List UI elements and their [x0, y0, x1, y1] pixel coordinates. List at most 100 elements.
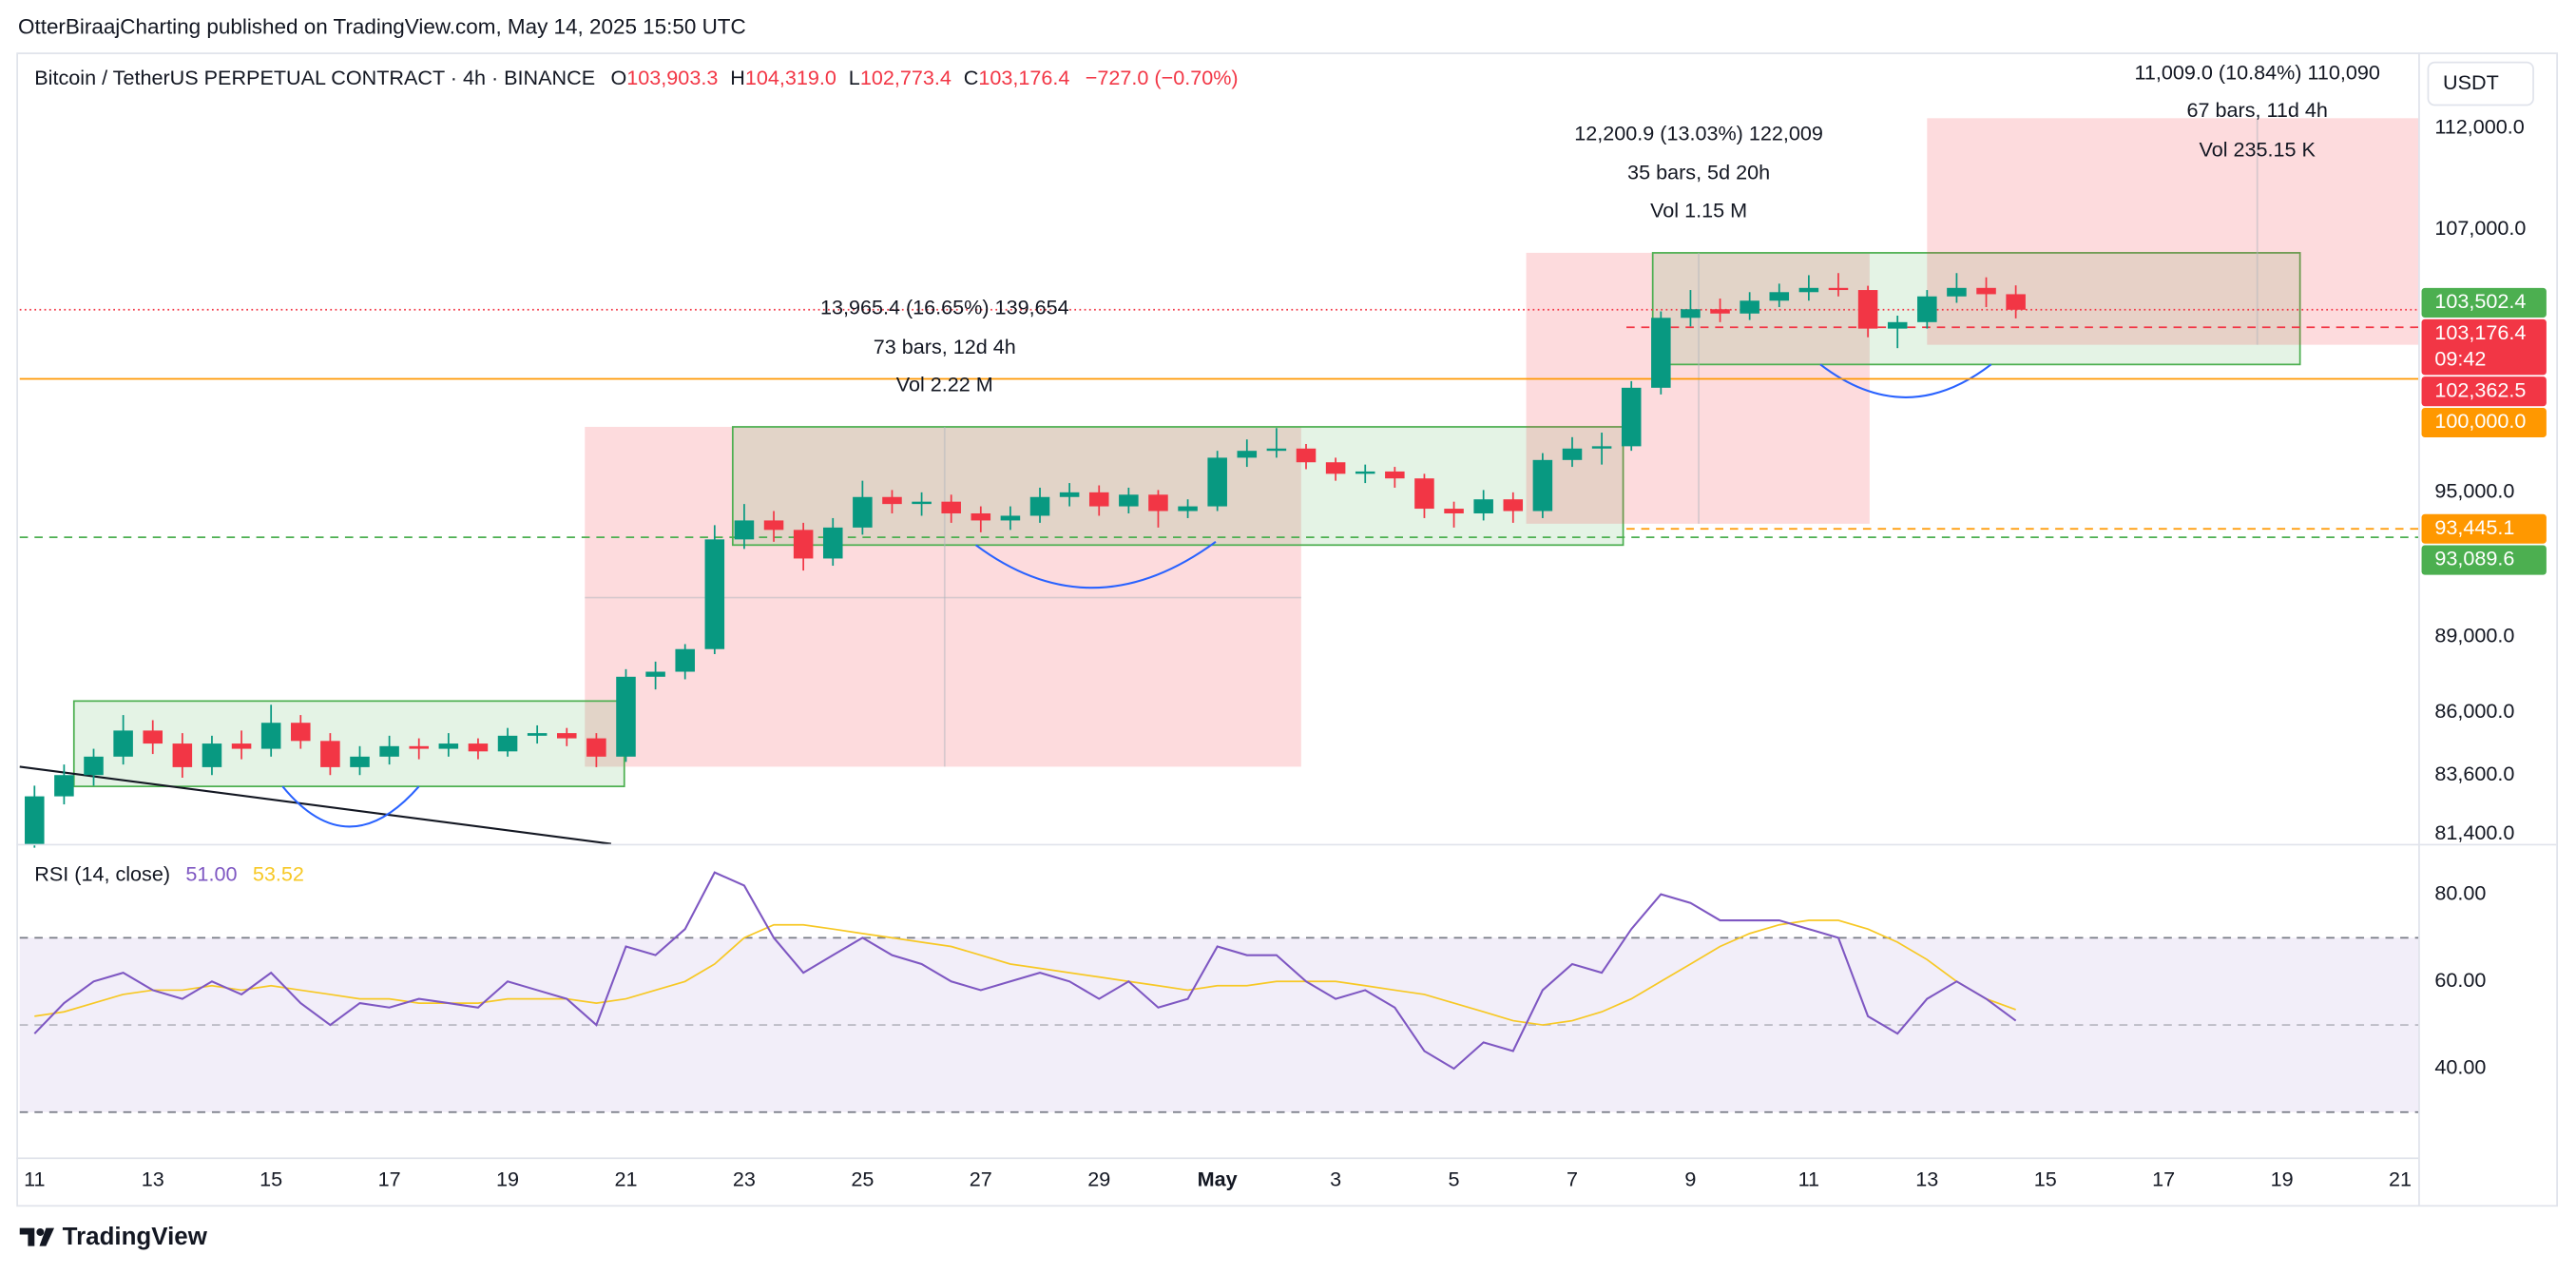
candle-body: [497, 735, 518, 752]
price-label: 103,176.4: [2434, 320, 2526, 344]
candle-body: [1710, 309, 1730, 314]
rsi-value: 51.00: [185, 861, 237, 885]
candle-body: [1857, 290, 1878, 329]
x-tick-label: 5: [1449, 1167, 1460, 1190]
x-tick-label: 27: [970, 1167, 992, 1190]
rsi-tick-label: 80.00: [2434, 880, 2486, 904]
candle-body: [84, 756, 104, 776]
candle-body: [54, 775, 74, 797]
candle-body: [1414, 478, 1434, 510]
currency[interactable]: USDT: [2443, 70, 2499, 94]
rsi-legend: RSI (14, close) 51.00 53.52: [34, 861, 304, 885]
brand-logo: [19, 1227, 35, 1246]
range-box: [72, 700, 625, 788]
price-label: 93,445.1: [2434, 515, 2514, 539]
measure-text: 67 bars, 11d 4h: [2186, 98, 2327, 122]
chart-frame: [16, 52, 2558, 1207]
candle-body: [1296, 448, 1317, 463]
legend-row: Bitcoin / TetherUS PERPETUAL CONTRACT · …: [34, 66, 1238, 89]
y-tick-label: 89,000.0: [2434, 623, 2514, 647]
x-tick-label: 23: [733, 1167, 756, 1190]
candle-body: [527, 733, 548, 736]
x-tick-label: 9: [1684, 1167, 1696, 1190]
countdown: 09:42: [2434, 347, 2486, 371]
ohlc-label: C: [964, 66, 979, 89]
price-label-box: [2421, 545, 2547, 575]
measure-text: 35 bars, 5d 20h: [1627, 161, 1770, 184]
price-lines: [19, 308, 2419, 538]
candle-body: [912, 501, 932, 505]
candle-body: [260, 723, 281, 749]
candle-body: [1119, 494, 1139, 507]
price-label-box: [2421, 407, 2547, 438]
brand-name: TradingView: [63, 1224, 208, 1250]
price-labels: 103,502.4 103,176.4 09:42 102,362.5 100,000.…: [2421, 287, 2547, 575]
x-tick-label: 15: [260, 1167, 282, 1190]
candle-body: [1088, 492, 1109, 507]
x-tick-label: May: [1198, 1167, 1238, 1190]
short-zone: [1927, 118, 2419, 345]
measure-text: 13,965.4 (16.65%) 139,654: [820, 295, 1069, 318]
candle-body: [675, 648, 695, 672]
measure-text: Vol 1.15 M: [1650, 198, 1747, 222]
ohlc-value: 102,773.4: [860, 66, 952, 89]
candles: [25, 273, 2026, 848]
price-label-box: [2421, 318, 2547, 376]
price-label: 93,089.6: [2434, 547, 2514, 570]
candle-body: [971, 512, 991, 521]
candle-body: [1798, 287, 1819, 293]
candle-body: [1769, 292, 1790, 301]
candle-body: [143, 730, 163, 744]
range-box: [731, 426, 1624, 547]
currency-button[interactable]: [2427, 61, 2534, 106]
x-tick-label: 11: [1798, 1167, 1819, 1190]
brand-logo: [36, 1227, 45, 1236]
candle-body: [1029, 496, 1050, 516]
candle-body: [734, 520, 755, 540]
x-tick-label: 3: [1330, 1167, 1341, 1190]
brand-logo: [39, 1227, 55, 1246]
candle-body: [202, 743, 222, 767]
candle-body: [853, 496, 873, 528]
change-value: −727.0 (−0.70%): [1086, 66, 1239, 89]
ohlc-value: 103,176.4: [978, 66, 1069, 89]
candle-body: [1976, 287, 1996, 295]
candle-body: [616, 676, 636, 757]
rsi-line: [33, 871, 2017, 1071]
measure-text: 12,200.9 (13.03%) 122,009: [1574, 121, 1823, 145]
candle-body: [822, 527, 843, 559]
candle-body: [2006, 294, 2026, 310]
candle-body: [25, 796, 45, 845]
candle-body: [320, 741, 340, 767]
candle-body: [1917, 296, 1937, 322]
x-tick-label: 13: [1915, 1167, 1938, 1190]
candle-body: [1740, 300, 1759, 314]
range-box: [1651, 252, 2301, 366]
price-label: 102,362.5: [2434, 377, 2526, 401]
candle-body: [1473, 499, 1493, 513]
candle-body: [1444, 509, 1464, 513]
price-label: 103,502.4: [2434, 289, 2526, 313]
symbol-title: Bitcoin / TetherUS PERPETUAL CONTRACT · …: [34, 66, 595, 89]
candle-body: [113, 730, 133, 757]
y-tick-label: 107,000.0: [2434, 216, 2526, 240]
candle-body: [172, 743, 193, 767]
drawings: [19, 118, 2419, 845]
ohlc-value: 103,903.3: [626, 66, 718, 89]
price-label-box: [2421, 513, 2547, 544]
x-tick-label: 19: [496, 1167, 519, 1190]
rsi-pane: 40.00 60.00 80.00: [19, 871, 2486, 1113]
ohlc-label: O: [610, 66, 626, 89]
cup-arc: [281, 785, 420, 828]
candle-body: [438, 743, 459, 749]
candle-body: [1651, 318, 1671, 388]
candle-body: [231, 743, 252, 749]
rsi-tick-label: 40.00: [2434, 1055, 2486, 1079]
price-label-box: [2421, 376, 2547, 407]
candle-body: [1178, 506, 1198, 512]
x-tick-label: 17: [378, 1167, 401, 1190]
candle-body: [1828, 287, 1849, 291]
